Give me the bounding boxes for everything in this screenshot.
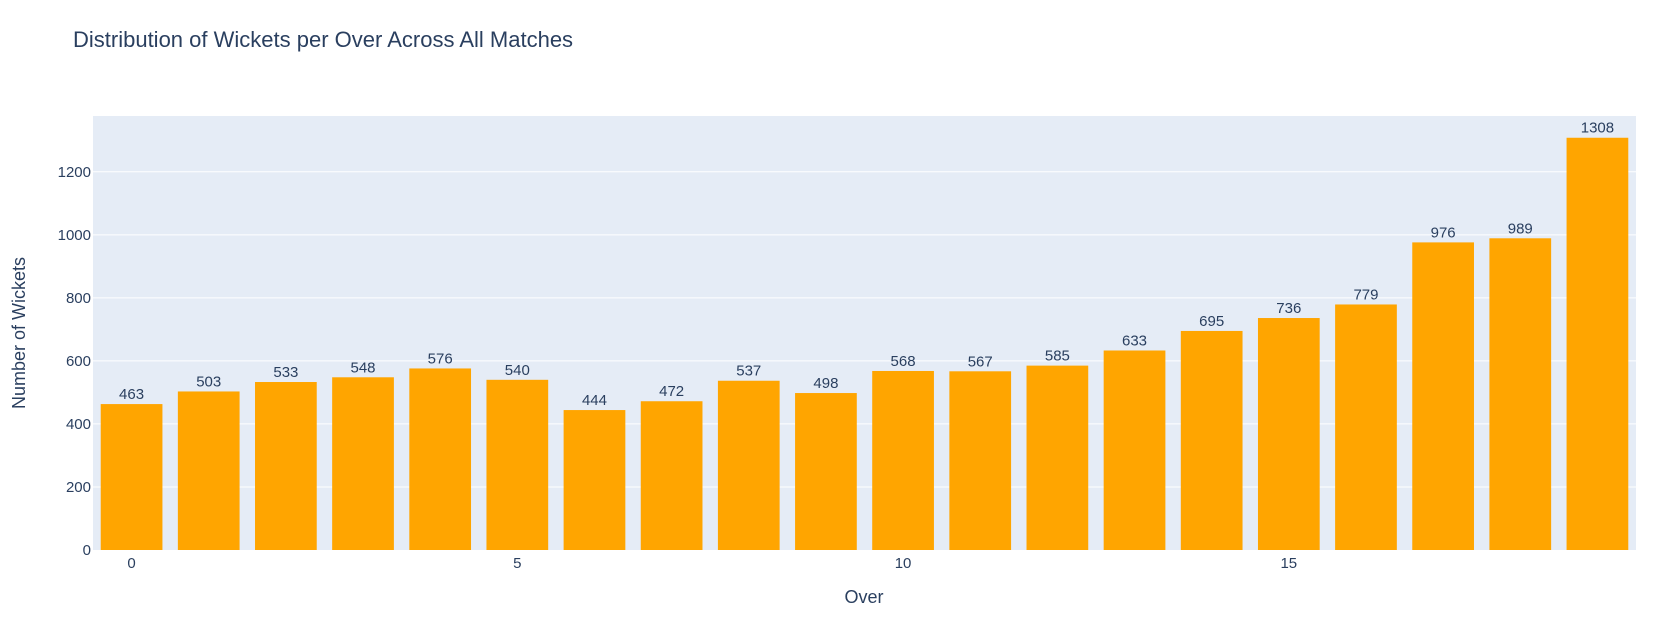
- plot-background: [93, 116, 1636, 550]
- x-tick-label: 5: [513, 555, 521, 572]
- bar-value-label: 498: [813, 375, 838, 392]
- bar-over-8: [717, 380, 780, 550]
- x-tick-label: 10: [895, 555, 912, 572]
- bar-value-label: 537: [736, 363, 761, 380]
- bar-over-16: [1335, 304, 1397, 550]
- bar-over-3: [332, 377, 394, 550]
- bars: [100, 137, 1629, 550]
- bar-value-label: 548: [351, 359, 376, 376]
- bar-value-label: 576: [428, 350, 453, 367]
- bar-value-label: 568: [891, 353, 916, 370]
- y-tick-label: 0: [83, 542, 91, 559]
- bar-value-label: 736: [1276, 300, 1301, 317]
- bar-value-label: 444: [582, 392, 607, 409]
- y-axis-title: Number of Wickets: [9, 257, 29, 409]
- bar-over-10: [872, 370, 934, 550]
- bar-value-label: 533: [273, 364, 298, 381]
- bar-value-label: 463: [119, 386, 144, 403]
- bar-value-label: 472: [659, 383, 684, 400]
- bar-value-label: 695: [1199, 313, 1224, 330]
- bar-value-label: 503: [196, 373, 221, 390]
- bar-over-9: [795, 393, 857, 550]
- bar-over-6: [563, 410, 626, 550]
- chart-title: Distribution of Wickets per Over Across …: [73, 27, 573, 52]
- bar-over-5: [486, 379, 549, 550]
- bar-value-label: 976: [1431, 224, 1456, 241]
- bar-over-11: [949, 371, 1012, 550]
- y-tick-label: 800: [66, 290, 91, 307]
- data-labels: 463 503 533 548 576 540 444 472 537 498 568 567 585 6…: [119, 120, 1614, 409]
- bar-over-1: [177, 391, 240, 550]
- x-tick-label: 15: [1280, 555, 1297, 572]
- x-tick-label: 0: [127, 555, 135, 572]
- y-tick-label: 400: [66, 416, 91, 433]
- bar-over-4: [409, 368, 472, 550]
- y-tick-label: 600: [66, 353, 91, 370]
- bar-over-12: [1026, 365, 1089, 550]
- x-axis-ticks: 0 5 10 15: [127, 555, 1297, 572]
- y-axis-ticks: 0 200 400 600 800 1000 1200: [58, 164, 91, 559]
- bar-value-label: 989: [1508, 220, 1533, 237]
- bar-value-label: 540: [505, 362, 530, 379]
- bar-over-7: [640, 401, 703, 550]
- y-tick-label: 200: [66, 479, 91, 496]
- y-tick-label: 1000: [58, 227, 91, 244]
- bar-over-13: [1103, 350, 1166, 550]
- y-tick-label: 1200: [58, 164, 91, 181]
- bar-over-2: [255, 382, 317, 550]
- bar-over-17: [1412, 242, 1474, 550]
- bar-over-19: [1566, 137, 1629, 550]
- bar-over-14: [1180, 330, 1243, 550]
- bar-value-label: 585: [1045, 348, 1070, 365]
- bar-value-label: 567: [968, 353, 993, 370]
- bar-value-label: 633: [1122, 332, 1147, 349]
- bar-value-label: 1308: [1581, 120, 1614, 137]
- x-axis-title: Over: [844, 587, 883, 607]
- bar-value-label: 779: [1353, 286, 1378, 303]
- bar-over-18: [1489, 238, 1552, 550]
- bar-over-0: [100, 404, 163, 550]
- bar-over-15: [1257, 318, 1320, 550]
